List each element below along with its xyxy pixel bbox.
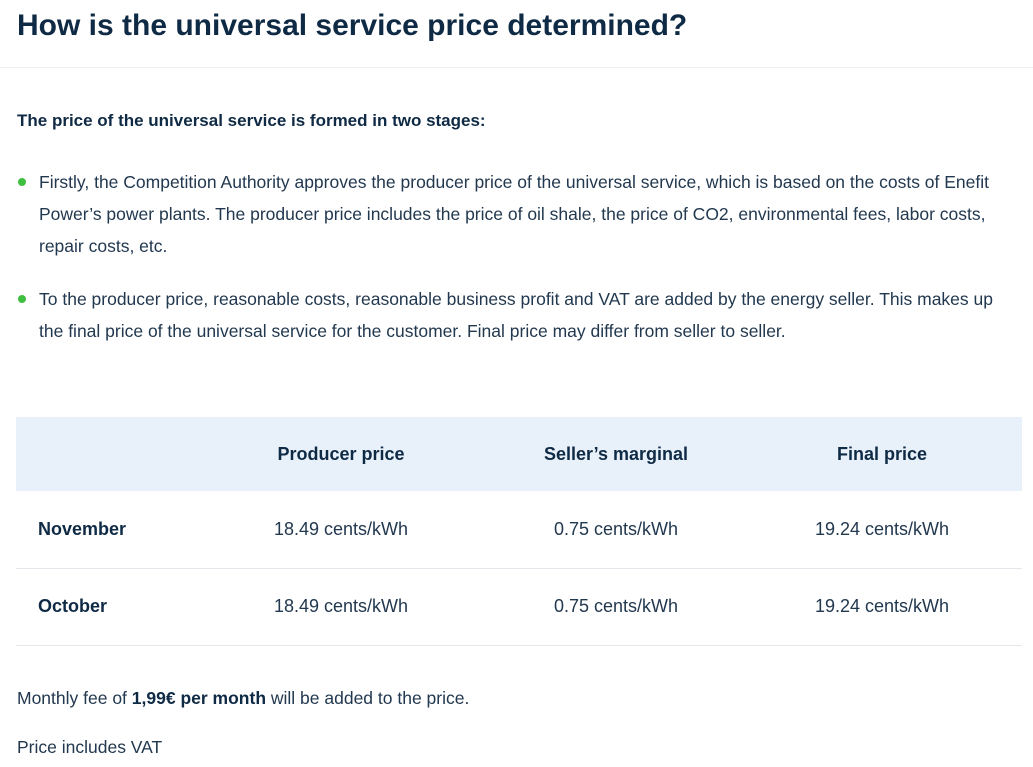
- column-header-final-price: Final price: [836, 443, 928, 464]
- cell-sellers-marginal: 0.75 cents/kWh: [553, 596, 679, 616]
- price-table: Producer price Seller’s marginal Final p…: [16, 417, 1022, 646]
- cell-producer-price: 18.49 cents/kWh: [273, 596, 409, 616]
- column-header-month: [16, 417, 192, 491]
- stage-text: Firstly, the Competition Authority appro…: [39, 172, 990, 256]
- list-item: Firstly, the Competition Authority appro…: [17, 166, 1017, 262]
- table-header-row: Producer price Seller’s marginal Final p…: [16, 417, 1022, 491]
- stages-list: Firstly, the Competition Authority appro…: [17, 166, 1017, 347]
- vat-note: Price includes VAT: [17, 737, 163, 757]
- table-row: November 18.49 cents/kWh 0.75 cents/kWh …: [16, 491, 1022, 568]
- page-header: How is the universal service price deter…: [0, 0, 1033, 68]
- column-header-producer-price: Producer price: [277, 443, 405, 464]
- stage-text: To the producer price, reasonable costs,…: [39, 289, 993, 341]
- list-item: To the producer price, reasonable costs,…: [17, 283, 1017, 347]
- intro-text: The price of the universal service is fo…: [17, 111, 486, 130]
- fee-amount: 1,99€ per month: [131, 688, 267, 708]
- cell-sellers-marginal: 0.75 cents/kWh: [553, 518, 679, 539]
- bullet-icon: [18, 295, 26, 303]
- row-month: November: [38, 518, 127, 539]
- fee-prefix: Monthly fee of: [17, 688, 132, 708]
- bullet-icon: [18, 178, 26, 186]
- cell-producer-price: 18.49 cents/kWh: [273, 518, 409, 539]
- cell-final-price: 19.24 cents/kWh: [814, 596, 950, 616]
- monthly-fee-note: Monthly fee of 1,99€ per month will be a…: [17, 686, 469, 710]
- row-month: October: [38, 596, 108, 616]
- fee-suffix: will be added to the price.: [266, 688, 470, 708]
- page-title: How is the universal service price deter…: [17, 9, 688, 42]
- cell-final-price: 19.24 cents/kWh: [814, 518, 950, 539]
- table-row: October 18.49 cents/kWh 0.75 cents/kWh 1…: [16, 568, 1022, 645]
- column-header-sellers-marginal: Seller’s marginal: [543, 443, 689, 464]
